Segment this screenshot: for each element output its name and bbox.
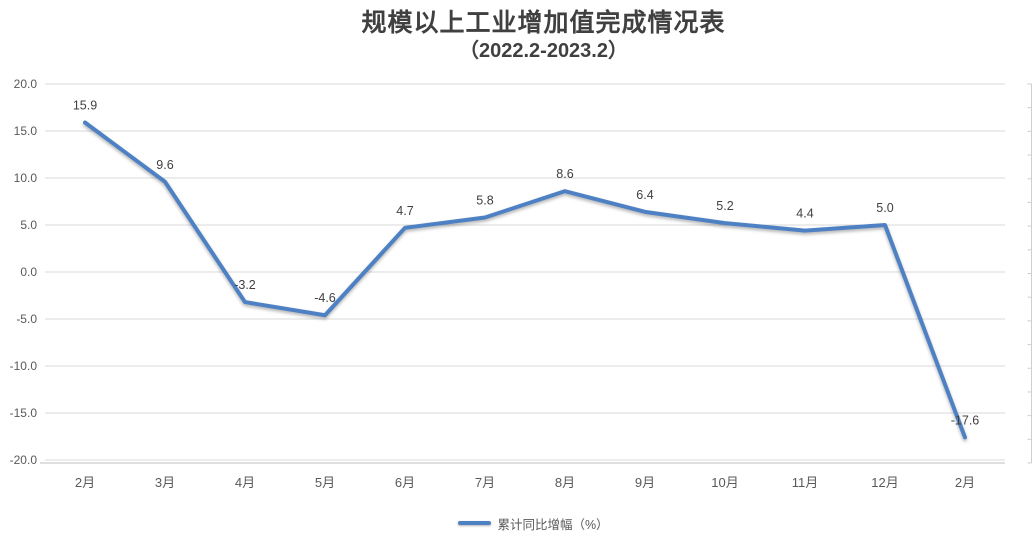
x-tick-label: 3月 xyxy=(155,475,175,490)
x-tick-label: 7月 xyxy=(475,475,495,490)
x-tick-label: 6月 xyxy=(395,475,415,490)
data-label: 9.6 xyxy=(156,158,173,172)
y-tick-label: 5.0 xyxy=(20,218,37,232)
data-label: 4.7 xyxy=(396,204,413,218)
x-tick-label: 8月 xyxy=(555,475,575,490)
x-tick-label: 2月 xyxy=(75,475,95,490)
data-label: 5.2 xyxy=(716,199,733,213)
series-line xyxy=(83,120,967,440)
data-label: 5.0 xyxy=(876,201,893,215)
y-tick-label: -15.0 xyxy=(10,406,38,420)
x-tick-label: 10月 xyxy=(711,475,738,490)
chart-title-line1: 规模以上工业增加值完成情况表 xyxy=(361,8,726,37)
gridlines xyxy=(45,83,1005,461)
y-tick-label: 0.0 xyxy=(20,265,37,279)
y-tick-label: 15.0 xyxy=(14,124,38,138)
data-label: 15.9 xyxy=(73,99,97,113)
data-label: 4.4 xyxy=(796,207,813,221)
data-label: 8.6 xyxy=(556,167,573,181)
x-tick-label: 4月 xyxy=(235,475,255,490)
x-tick-label: 5月 xyxy=(315,475,335,490)
x-axis-labels: 2月 3月 4月 5月 6月 7月 8月 9月 10月 11月 12月 2月 xyxy=(75,475,975,490)
legend-label: 累计同比增幅（%） xyxy=(497,517,609,532)
x-tick-label: 2月 xyxy=(955,475,975,490)
legend: 累计同比增幅（%） xyxy=(0,513,1035,533)
legend-line-swatch xyxy=(458,521,492,525)
x-tick-label: 11月 xyxy=(792,475,819,490)
chart-title-line2: （2022.2-2023.2） xyxy=(458,40,628,62)
data-label: -3.2 xyxy=(234,278,256,292)
data-label: 5.8 xyxy=(476,193,493,207)
data-label: -4.6 xyxy=(314,291,336,305)
chart-title: 规模以上工业增加值完成情况表 （2022.2-2023.2） xyxy=(0,8,1035,64)
right-axis xyxy=(1027,83,1032,464)
data-labels: 15.9 9.6 -3.2 -4.6 4.7 5.8 8.6 6.4 5.2 4.4 5.0 -17.… xyxy=(73,99,979,428)
y-tick-label: -5.0 xyxy=(16,312,37,326)
y-tick-label: -20.0 xyxy=(10,453,38,467)
y-tick-label: -10.0 xyxy=(10,359,38,373)
y-tick-label: 20.0 xyxy=(14,77,38,91)
data-label: 6.4 xyxy=(636,188,653,202)
y-tick-label: 10.0 xyxy=(14,171,38,185)
x-tick-label: 12月 xyxy=(871,475,898,490)
data-label: -17.6 xyxy=(951,413,980,427)
x-tick-label: 9月 xyxy=(635,475,655,490)
y-axis-labels: 20.0 15.0 10.0 5.0 0.0 -5.0 -10.0 -15.0 -20.0 xyxy=(10,77,38,467)
